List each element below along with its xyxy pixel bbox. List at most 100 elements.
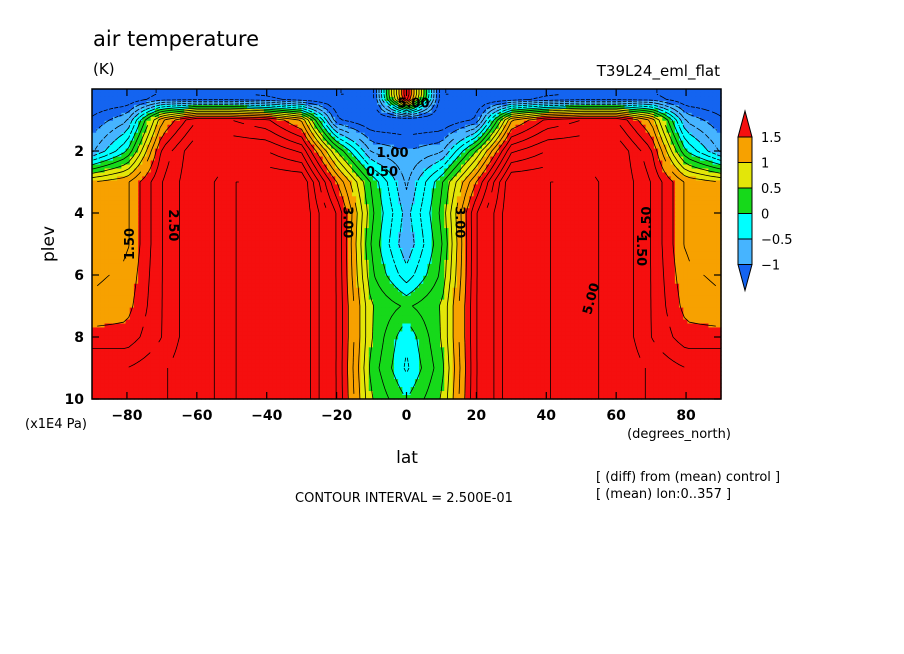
field-cell	[92, 104, 97, 110]
field-cell	[159, 124, 164, 130]
field-cell	[536, 148, 542, 154]
field-cell	[263, 120, 269, 126]
field-cell	[335, 188, 340, 193]
field-cell	[175, 160, 181, 166]
field-cell	[280, 89, 286, 94]
field-cell	[318, 100, 324, 106]
field-cell	[528, 172, 533, 178]
field-cell	[452, 104, 458, 110]
field-cell	[603, 89, 609, 94]
field-cell	[247, 89, 252, 94]
field-cell	[502, 116, 508, 122]
field-cell	[406, 116, 412, 122]
field-cell	[641, 136, 647, 142]
field-cell	[544, 172, 550, 178]
field-cell	[138, 208, 143, 213]
field-cell	[452, 156, 458, 162]
field-cell	[234, 96, 240, 102]
field-cell	[645, 196, 651, 201]
field-cell	[213, 160, 219, 166]
field-cell	[423, 92, 429, 98]
field-cell	[423, 176, 429, 182]
field-cell	[435, 168, 441, 174]
field-cell	[599, 180, 605, 185]
field-cell	[662, 196, 668, 201]
field-cell	[381, 140, 387, 146]
field-cell	[293, 180, 299, 185]
field-cell	[175, 200, 181, 205]
field-cell	[574, 216, 580, 221]
field-cell	[532, 160, 538, 166]
field-cell	[217, 208, 223, 213]
field-cell	[414, 216, 420, 221]
field-cell	[691, 112, 697, 118]
field-cell	[683, 192, 689, 197]
field-cell	[679, 104, 684, 110]
field-cell	[351, 164, 357, 170]
field-cell	[544, 216, 550, 221]
field-cell	[221, 140, 227, 146]
field-cell	[679, 176, 684, 182]
field-cell	[263, 100, 269, 106]
field-cell	[112, 196, 118, 201]
field-cell	[259, 192, 265, 197]
field-cell	[217, 204, 223, 209]
field-cell	[326, 140, 332, 146]
field-cell	[523, 216, 529, 221]
field-cell	[431, 216, 437, 221]
field-cell	[180, 116, 185, 122]
field-cell	[624, 168, 630, 174]
field-cell	[104, 128, 110, 134]
field-cell	[708, 188, 714, 193]
field-cell	[423, 192, 429, 197]
field-cell	[649, 108, 655, 114]
field-cell	[414, 124, 420, 130]
field-cell	[670, 100, 676, 106]
field-cell	[481, 136, 487, 142]
field-cell	[511, 128, 517, 134]
field-cell	[138, 152, 143, 158]
field-cell	[414, 128, 420, 134]
field-cell	[578, 208, 584, 213]
field-cell	[435, 140, 441, 146]
field-cell	[192, 184, 198, 189]
field-cell	[435, 188, 441, 193]
field-cell	[557, 164, 563, 170]
field-cell	[716, 200, 722, 205]
field-cell	[414, 156, 420, 162]
field-cell	[276, 89, 282, 94]
field-cell	[297, 116, 303, 122]
field-cell	[297, 196, 303, 201]
field-cell	[234, 140, 240, 146]
field-cell	[544, 112, 550, 118]
field-cell	[293, 192, 299, 197]
field-cell	[448, 168, 454, 174]
field-cell	[125, 92, 131, 98]
field-cell	[377, 160, 382, 166]
field-cell	[129, 89, 135, 94]
field-cell	[419, 108, 424, 114]
field-cell	[528, 128, 533, 134]
field-cell	[402, 172, 408, 178]
field-cell	[255, 132, 261, 138]
field-cell	[234, 168, 240, 174]
field-cell	[599, 212, 605, 217]
field-cell	[687, 104, 693, 110]
field-cell	[112, 168, 118, 174]
field-cell	[653, 124, 659, 130]
field-cell	[595, 96, 600, 102]
field-cell	[444, 120, 450, 126]
field-cell	[691, 96, 697, 102]
field-cell	[188, 136, 194, 142]
field-cell	[712, 112, 718, 118]
field-cell	[666, 204, 672, 209]
field-cell	[289, 184, 294, 189]
field-cell	[511, 172, 517, 178]
field-cell	[318, 196, 324, 201]
field-cell	[456, 184, 462, 189]
field-cell	[117, 160, 122, 166]
field-cell	[129, 120, 135, 126]
field-cell	[377, 144, 382, 150]
field-cell	[574, 168, 580, 174]
field-cell	[691, 200, 697, 205]
